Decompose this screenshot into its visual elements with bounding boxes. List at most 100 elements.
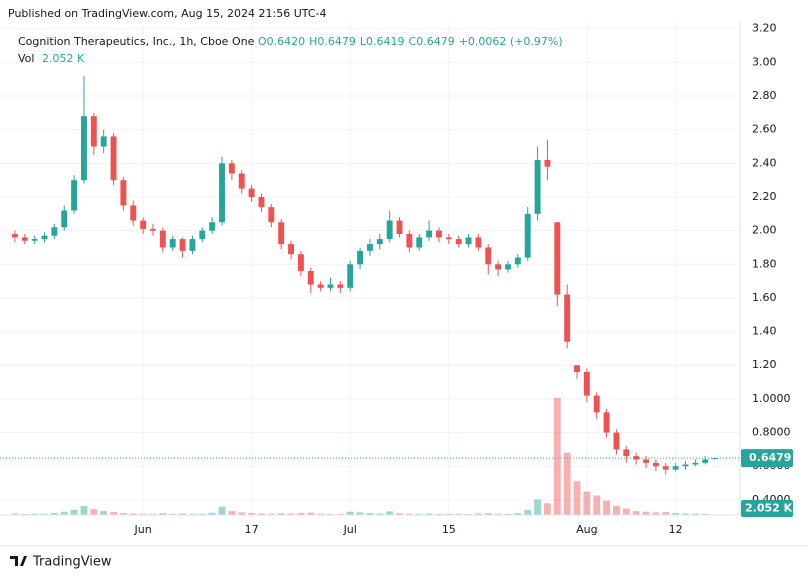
volume-box (741, 500, 793, 517)
volume-bar (534, 499, 542, 515)
ohlc-value: O0.6420 (258, 35, 305, 48)
volume-bar (198, 513, 206, 515)
brand-name: TradingView (32, 555, 112, 570)
volume-bar (238, 512, 246, 515)
volume-value: 2.052 K (42, 52, 85, 65)
y-tick-label: 2.00 (752, 224, 777, 237)
candle-body (347, 264, 354, 288)
candle-body (574, 365, 580, 372)
volume-bar (484, 513, 492, 515)
y-tick-label: 2.80 (752, 89, 777, 102)
volume-bar (376, 513, 384, 515)
volume-bar (70, 509, 78, 515)
y-tick-label: 3.00 (752, 55, 777, 68)
candle-body (475, 237, 482, 248)
last-price-box (741, 449, 793, 468)
candle-body (386, 220, 393, 240)
volume-bar (248, 513, 256, 515)
volume-bar (218, 506, 226, 515)
candle-body (100, 136, 107, 147)
candle-body (71, 180, 78, 211)
candle-body (81, 116, 87, 181)
y-tick-label: 2.60 (752, 123, 777, 136)
candle-body (21, 237, 28, 241)
volume-bar (445, 513, 453, 515)
x-tick-label: Jul (343, 523, 357, 536)
volume-bar (543, 503, 551, 515)
x-tick-label: 17 (245, 523, 259, 536)
volume-bar (50, 513, 58, 515)
candle-body (593, 395, 600, 413)
candle-body (209, 222, 216, 231)
x-tick-label: 12 (669, 523, 683, 536)
candle-body (436, 230, 442, 238)
volume-bar (465, 513, 472, 515)
candle-body (278, 222, 285, 245)
volume-bar (208, 512, 216, 515)
volume-bar (179, 513, 187, 515)
candle-body (445, 237, 452, 240)
candle-body (376, 239, 383, 245)
y-tick-label: 1.20 (752, 358, 777, 371)
volume-bar (307, 512, 315, 515)
volume-bar (149, 513, 157, 515)
candle-body (406, 234, 413, 248)
volume-bar (524, 509, 532, 515)
volume-bar (60, 511, 68, 515)
candle-body (603, 412, 610, 433)
volume-bar (613, 505, 620, 515)
candle-body (534, 159, 541, 214)
published-note: Published on TradingView.com, Aug 15, 20… (8, 7, 327, 20)
candle-body (465, 237, 472, 245)
volume-bar (129, 513, 137, 515)
volume-bar (317, 513, 325, 515)
candle-body (662, 466, 669, 470)
candle-body (702, 459, 709, 463)
volume-bar (258, 513, 265, 515)
volume-bar (691, 513, 699, 515)
y-tick-label: 1.0000 (752, 392, 791, 405)
candle-body (248, 188, 255, 197)
candle-body (120, 180, 127, 206)
candle-body (712, 458, 719, 460)
candle-body (228, 163, 235, 174)
volume-bar (514, 513, 522, 515)
plot-area (0, 22, 740, 515)
volume-bar (169, 513, 177, 515)
candle-body (524, 213, 531, 258)
candle-body (366, 244, 373, 251)
change-value: +0.0062 (+0.97%) (459, 35, 563, 48)
volume-bar (139, 513, 147, 515)
candle-body (90, 116, 97, 147)
x-tick-label: Jun (134, 523, 152, 536)
candle-body (564, 294, 571, 342)
volume-title: Vol (18, 52, 34, 65)
volume-bar (188, 513, 196, 515)
volume-bar (287, 513, 295, 515)
candle-body (514, 257, 521, 265)
volume-bar (593, 495, 601, 515)
volume-bar (583, 491, 591, 515)
volume-bar (297, 512, 305, 515)
volume-bar (327, 513, 334, 515)
y-tick-label: 0.8000 (752, 426, 791, 439)
volume-bar (336, 513, 344, 515)
volume-bar (425, 513, 433, 515)
candle-body (61, 210, 68, 228)
volume-bar (474, 513, 482, 515)
y-tick-label: 2.40 (752, 156, 777, 169)
volume-bar (553, 398, 561, 515)
candle-body (307, 271, 314, 285)
volume-bar (21, 513, 29, 515)
volume-bar (277, 513, 285, 515)
candle-body (238, 173, 245, 189)
brand-logo (10, 556, 27, 566)
candle-body (583, 371, 590, 396)
volume-bar (622, 508, 630, 515)
volume-bar (159, 513, 167, 515)
chart-title: Cognition Therapeutics, Inc., 1h, Cboe O… (18, 35, 255, 48)
volume-bar (228, 511, 236, 515)
volume-bar (346, 511, 354, 515)
